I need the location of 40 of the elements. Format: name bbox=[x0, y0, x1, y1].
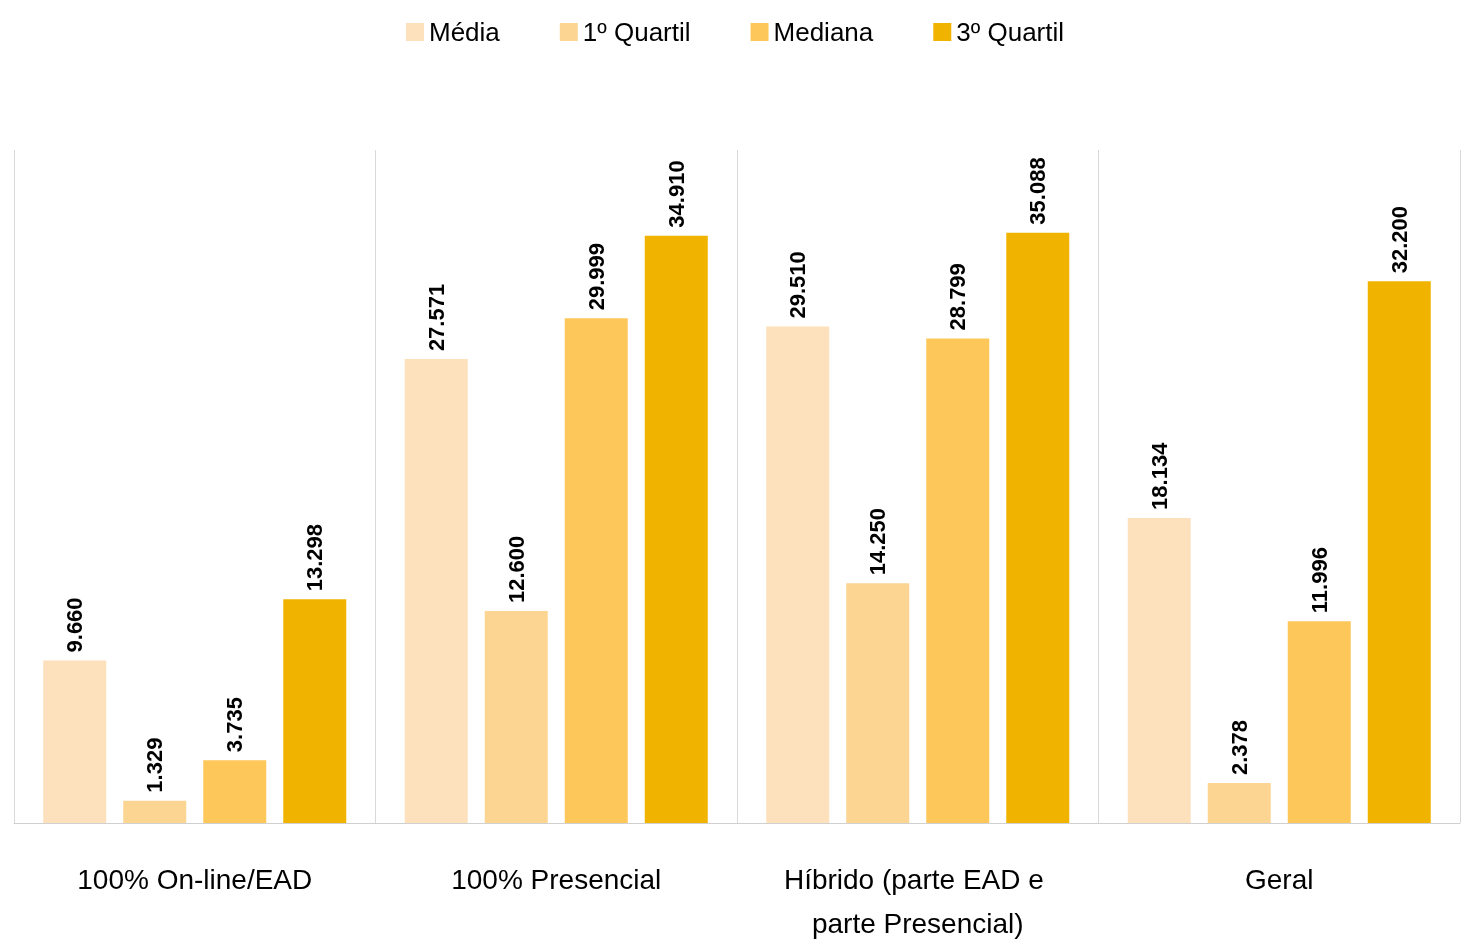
bar bbox=[203, 760, 267, 823]
bar bbox=[766, 326, 830, 823]
bar bbox=[1367, 281, 1431, 823]
legend-label: 1º Quartil bbox=[582, 17, 691, 47]
bar bbox=[1006, 232, 1070, 823]
bar bbox=[564, 318, 628, 823]
data-label: 3.735 bbox=[222, 697, 248, 753]
data-label: 34.910 bbox=[663, 160, 689, 228]
bar bbox=[644, 235, 708, 823]
data-label: 2.378 bbox=[1226, 719, 1252, 775]
bar bbox=[43, 660, 107, 823]
bar bbox=[1127, 517, 1191, 823]
legend-label: Mediana bbox=[773, 17, 874, 47]
bar bbox=[926, 338, 990, 823]
bar bbox=[846, 583, 910, 823]
data-label: 14.250 bbox=[865, 507, 891, 576]
bar bbox=[123, 800, 187, 823]
x-tick-label: 100% Presencial bbox=[451, 863, 662, 895]
bar bbox=[404, 359, 468, 823]
data-label: 12.600 bbox=[503, 535, 529, 604]
data-label: 18.134 bbox=[1146, 441, 1172, 510]
data-label: 13.298 bbox=[302, 523, 328, 592]
data-label: 9.660 bbox=[62, 597, 88, 653]
data-label: 11.996 bbox=[1306, 547, 1332, 614]
data-label: 29.510 bbox=[785, 251, 811, 319]
bar bbox=[283, 599, 347, 823]
legend-label: 3º Quartil bbox=[956, 17, 1065, 47]
legend-label: Média bbox=[428, 17, 501, 47]
data-label: 35.088 bbox=[1025, 157, 1051, 225]
bar bbox=[1207, 782, 1271, 823]
bar bbox=[484, 611, 548, 823]
data-label: 1.329 bbox=[142, 737, 168, 793]
bar bbox=[1287, 621, 1351, 823]
data-label: 28.799 bbox=[945, 263, 971, 331]
x-tick-label: Geral bbox=[1245, 863, 1314, 895]
data-label: 32.200 bbox=[1386, 205, 1412, 274]
x-tick-label: Híbrido (parte EAD e parte Presencial) bbox=[783, 863, 1052, 939]
data-label: 29.999 bbox=[583, 242, 609, 311]
x-tick-label: 100% On-line/EAD bbox=[77, 863, 313, 895]
data-label: 27.571 bbox=[423, 283, 449, 352]
